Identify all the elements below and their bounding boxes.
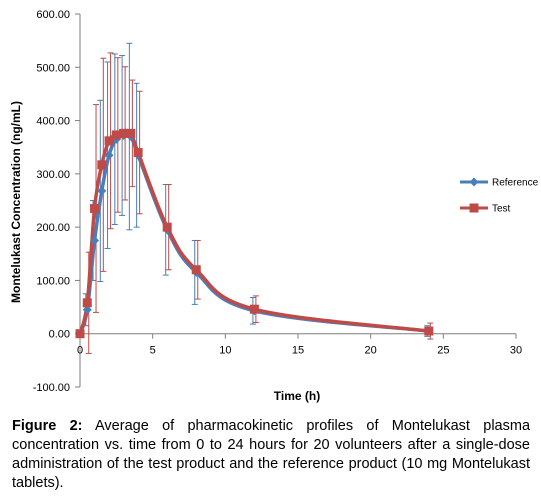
y-tick-label: 0.00: [49, 329, 70, 341]
test-data-point: [126, 128, 136, 138]
test-data-point: [133, 148, 143, 158]
legend-test-label: Test: [492, 204, 511, 215]
legend-reference-label: Reference: [492, 178, 539, 189]
chart-axes: [75, 13, 517, 388]
y-tick-label: 500.00: [36, 62, 70, 74]
legend-test-marker: [469, 203, 479, 213]
x-tick-label: 25: [437, 345, 449, 357]
x-tick-label: 30: [510, 345, 522, 357]
test-data-point: [75, 329, 85, 339]
test-data-point: [97, 160, 107, 170]
test-data-point: [111, 130, 121, 140]
y-tick-labels: -100.00 0.00 100.00 200.00 300.00 400.00 500.0…: [33, 9, 70, 394]
x-tick-label: 15: [292, 345, 304, 357]
y-tick-label: 600.00: [36, 9, 70, 21]
legend: Reference Test: [460, 177, 539, 215]
reference-data-point: [82, 305, 92, 315]
y-tick-label: -100.00: [33, 382, 70, 394]
test-data-point: [104, 136, 114, 146]
test-data-point: [162, 222, 172, 232]
reference-data-point: [104, 150, 114, 160]
x-tick-labels: 0 5 10 15 20 25 30: [77, 345, 522, 357]
test-data-point: [90, 203, 100, 213]
test-data-point: [424, 326, 434, 336]
x-tick-label: 10: [219, 345, 231, 357]
test-data-point: [249, 304, 259, 314]
reference-data-point: [90, 235, 100, 245]
x-tick-label: 20: [365, 345, 377, 357]
y-tick-label: 400.00: [36, 116, 70, 128]
y-tick-label: 100.00: [36, 275, 70, 287]
x-axis-title: Time (h): [274, 389, 320, 403]
test-data-point: [119, 128, 129, 138]
reference-data-point: [97, 186, 107, 196]
x-tick-label: 5: [150, 345, 156, 357]
figure-caption: Figure 2: Average of pharmacokinetic pro…: [12, 417, 530, 493]
test-data-point: [191, 265, 201, 275]
series-markers: [75, 128, 434, 339]
y-axis-title: Montelukast Concentration (ng/mL): [9, 101, 23, 303]
pk-chart: -100.00 0.00 100.00 200.00 300.00 400.00 500.0…: [9, 9, 539, 403]
test-data-point: [82, 298, 92, 308]
legend-reference-marker: [469, 177, 479, 187]
figure-label: Figure 2:: [12, 418, 83, 434]
y-tick-label: 300.00: [36, 169, 70, 181]
x-tick-label: 0: [77, 345, 83, 357]
figure-caption-text: Average of pharmacokinetic profiles of M…: [12, 418, 531, 491]
y-tick-label: 200.00: [36, 222, 70, 234]
